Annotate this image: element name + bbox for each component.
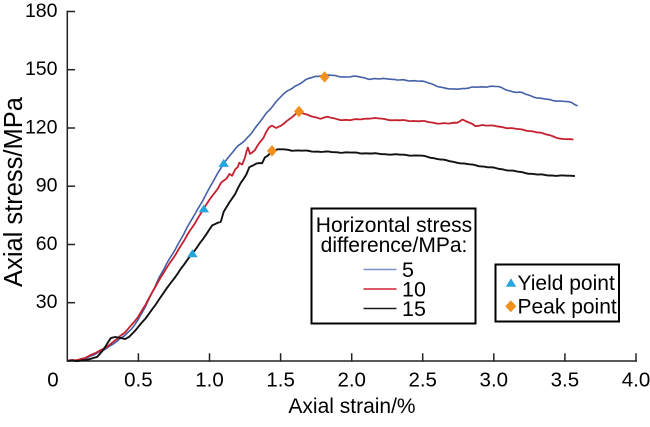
svg-text:2.5: 2.5 [408,369,437,392]
svg-text:Yield point: Yield point [518,272,615,295]
svg-text:15: 15 [402,297,426,321]
svg-text:180: 180 [25,0,58,22]
svg-text:0: 0 [47,369,58,392]
svg-text:30: 30 [36,291,58,313]
svg-text:4.0: 4.0 [622,369,650,392]
svg-text:difference/MPa:: difference/MPa: [321,234,468,257]
svg-text:60: 60 [36,233,58,255]
svg-text:5: 5 [402,258,414,282]
svg-text:2.0: 2.0 [337,369,366,392]
svg-text:150: 150 [25,58,58,80]
svg-text:Horizontal stress: Horizontal stress [316,214,472,237]
svg-text:3.0: 3.0 [480,369,509,392]
svg-text:Peak point: Peak point [518,296,617,319]
svg-text:Axial stress/MPa: Axial stress/MPa [0,96,28,287]
svg-text:90: 90 [36,175,58,197]
svg-text:3.5: 3.5 [551,369,580,392]
svg-text:1.5: 1.5 [266,369,295,392]
svg-text:120: 120 [25,117,58,139]
svg-text:0.5: 0.5 [124,369,153,392]
svg-text:Axial strain/%: Axial strain/% [288,395,415,418]
svg-text:1.0: 1.0 [195,369,224,392]
svg-text:10: 10 [402,278,426,302]
